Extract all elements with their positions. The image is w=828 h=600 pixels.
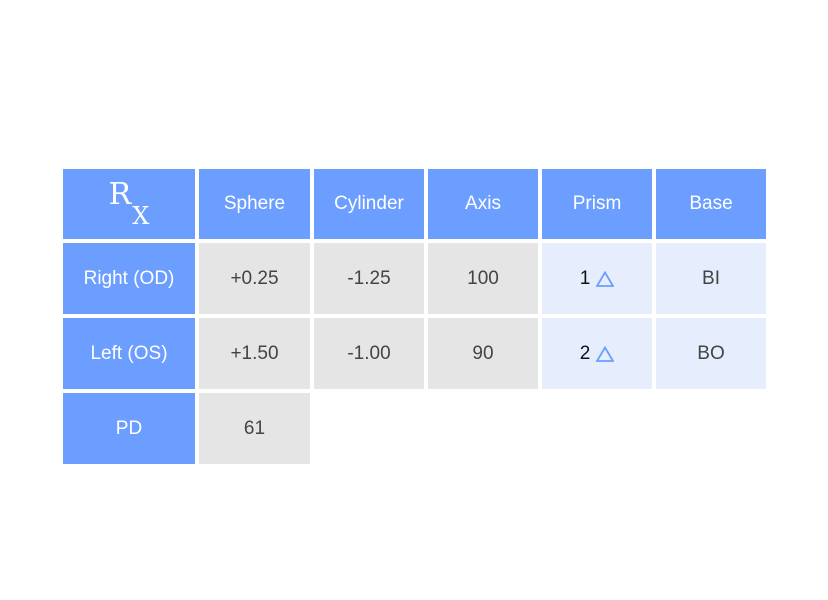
triangle-icon (596, 270, 615, 287)
left-cylinder: -1.00 (314, 318, 424, 389)
header-cylinder: Cylinder (314, 169, 424, 239)
right-base: BI (656, 243, 766, 314)
right-cylinder: -1.25 (314, 243, 424, 314)
right-axis: 100 (428, 243, 538, 314)
header-prism: Prism (542, 169, 652, 239)
rx-logo: R X (108, 177, 150, 230)
rx-header-cell: R X (63, 169, 195, 239)
header-base: Base (656, 169, 766, 239)
header-sphere: Sphere (199, 169, 310, 239)
row-label-right: Right (OD) (63, 243, 195, 314)
left-prism: 2 (542, 318, 652, 389)
pd-value: 61 (199, 393, 310, 464)
rx-logo-x: X (132, 202, 150, 230)
left-base: BO (656, 318, 766, 389)
left-sphere: +1.50 (199, 318, 310, 389)
right-sphere: +0.25 (199, 243, 310, 314)
left-axis: 90 (428, 318, 538, 389)
triangle-icon (596, 345, 615, 362)
right-prism: 1 (542, 243, 652, 314)
rx-logo-r: R (108, 177, 132, 212)
pd-label: PD (63, 393, 195, 464)
header-axis: Axis (428, 169, 538, 239)
row-label-left: Left (OS) (63, 318, 195, 389)
prescription-table: R X Sphere Cylinder Axis Prism Base Righ… (63, 169, 766, 464)
